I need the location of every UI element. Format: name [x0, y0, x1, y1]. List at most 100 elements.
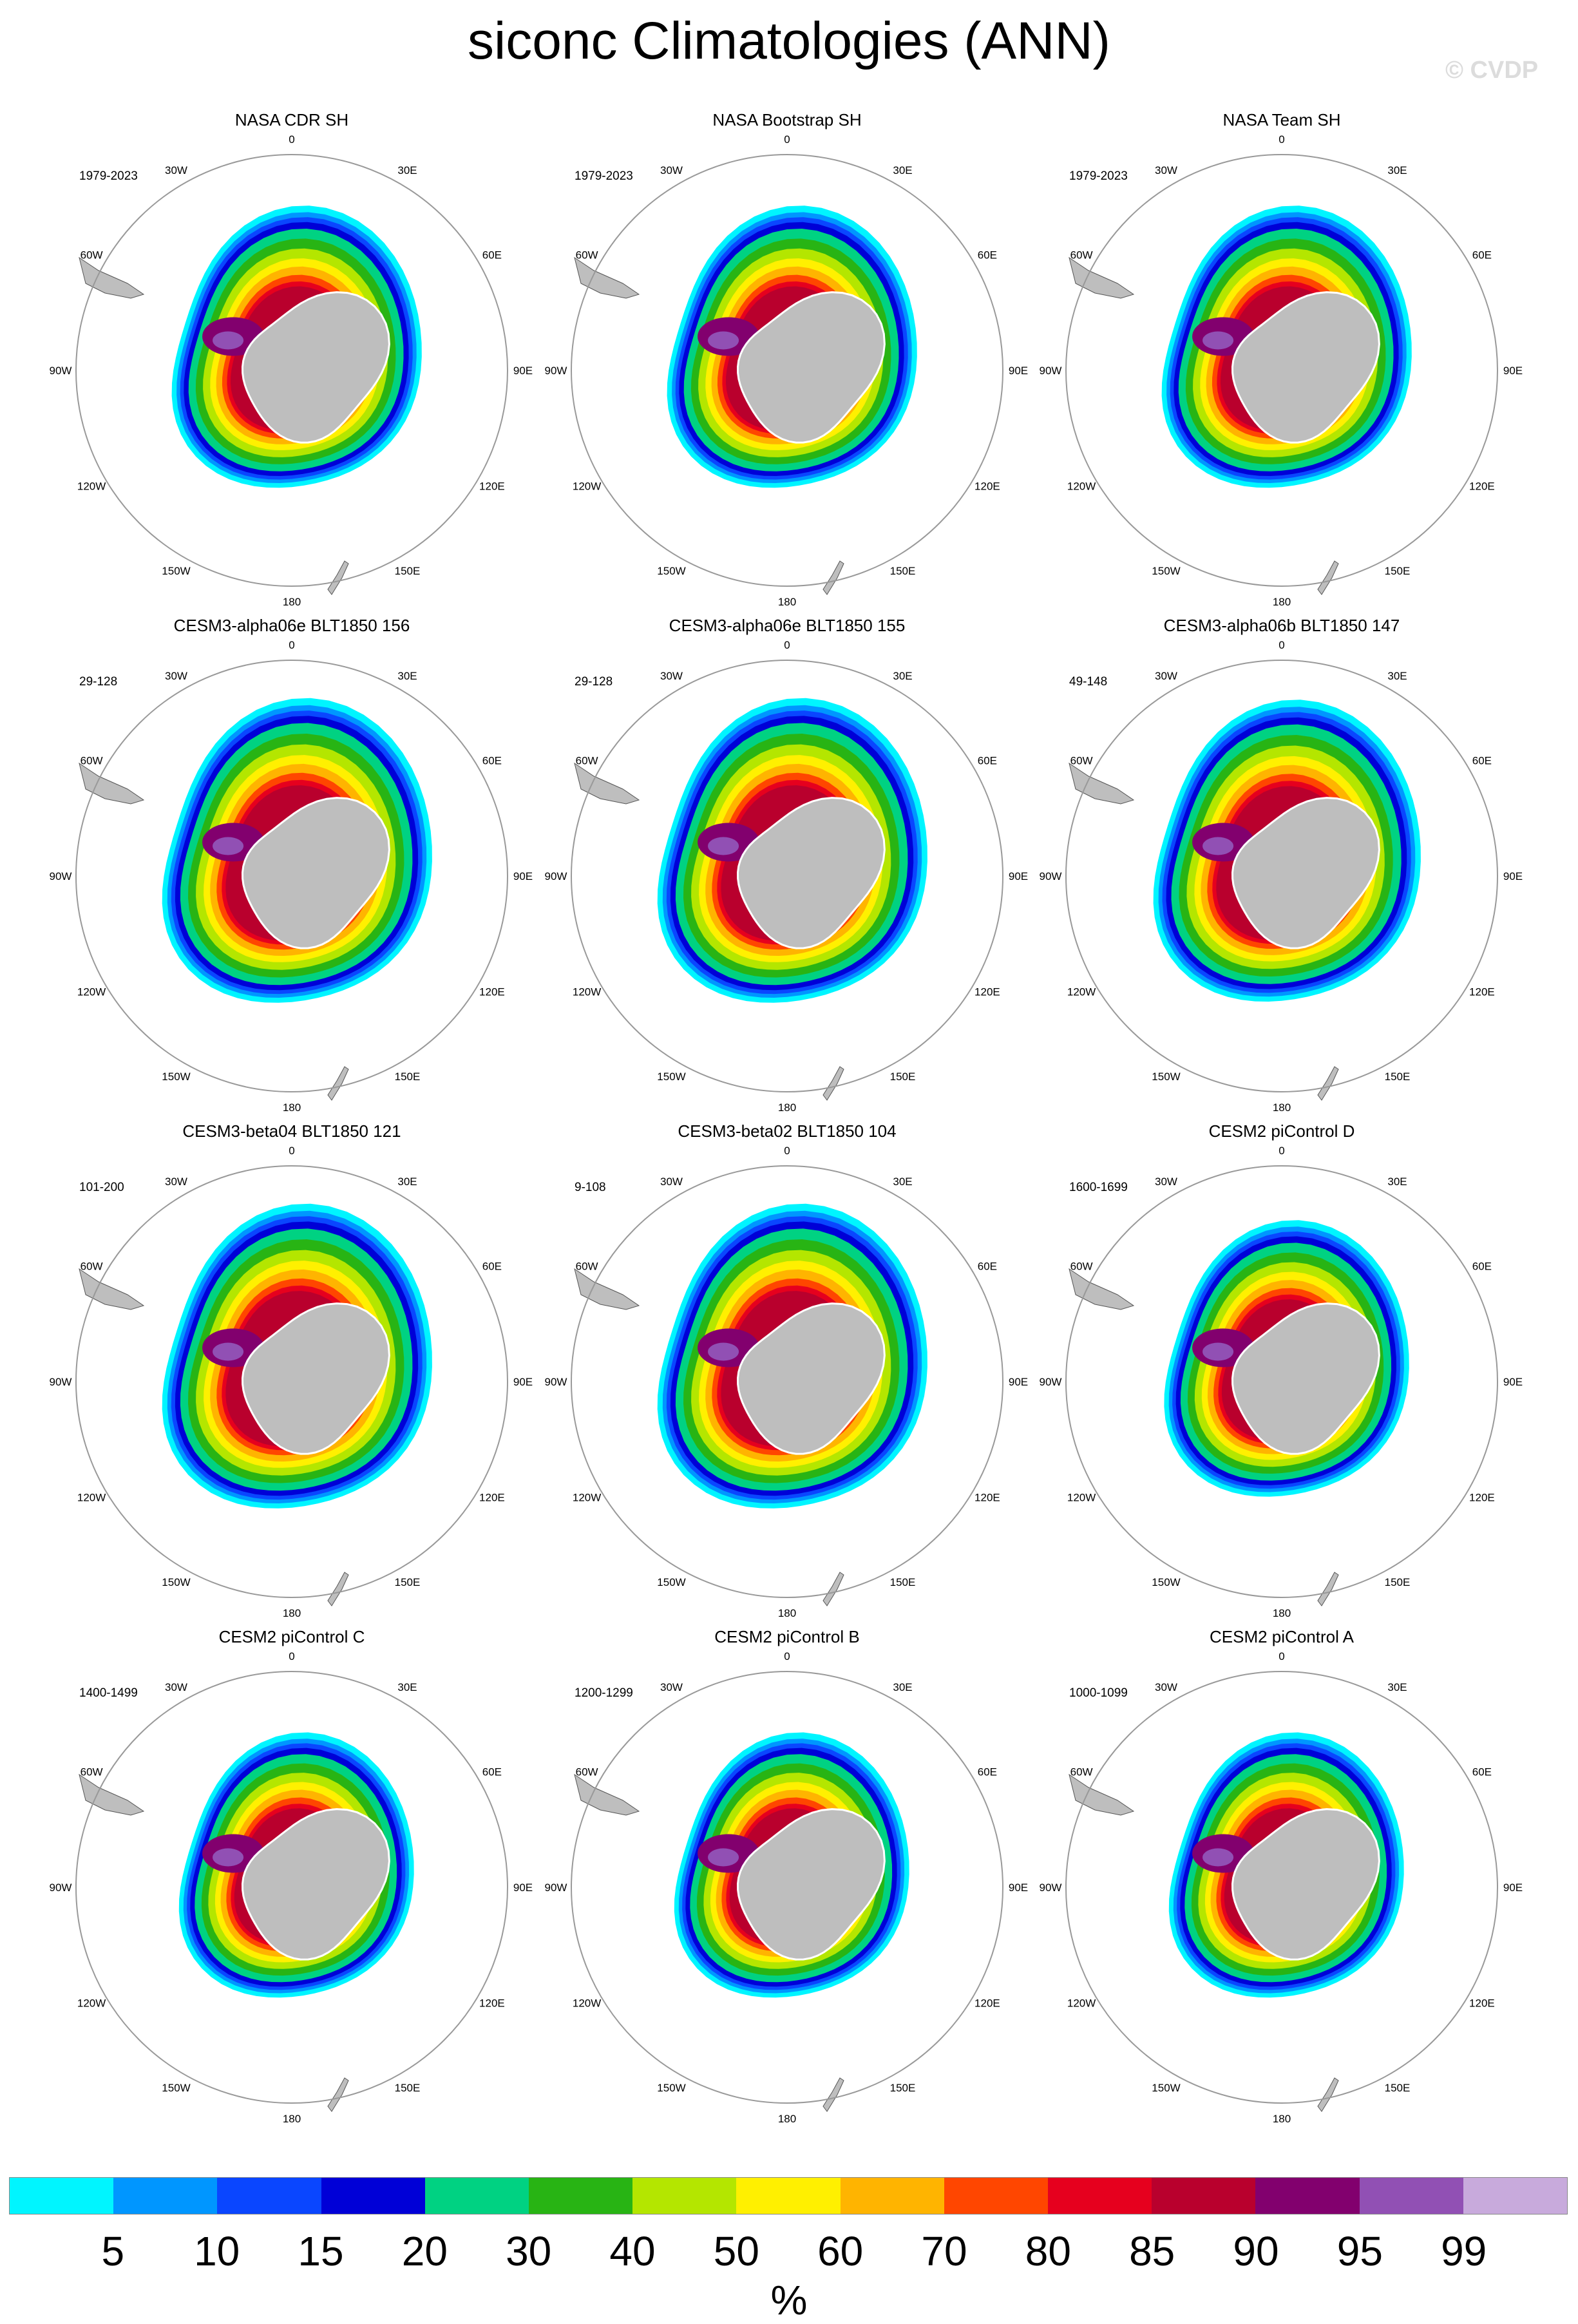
longitude-label: 60E	[978, 755, 997, 767]
longitude-label: 180	[778, 2113, 796, 2125]
longitude-label: 90E	[1503, 1376, 1523, 1388]
colorbar-tick-label: 40	[609, 2228, 656, 2274]
new-zealand-land	[327, 1066, 349, 1101]
colorbar-swatch	[632, 2178, 737, 2214]
colorbar-tick-label: 50	[713, 2228, 759, 2274]
polar-map: 0 30E 60E 90E 120E 150E 180 150W 120W 90W 60W 30W	[50, 1650, 533, 2125]
longitude-label: 0	[289, 133, 294, 146]
colorbar-swatch	[424, 2178, 529, 2214]
colorbar-swatch	[1463, 2178, 1568, 2214]
longitude-label: 0	[289, 1145, 294, 1157]
longitude-label: 60W	[576, 1766, 598, 1778]
longitude-label: 30E	[397, 1176, 417, 1188]
map-boundary-circle	[75, 1165, 508, 1598]
longitude-label: 30E	[893, 1681, 912, 1693]
longitude-label: 90W	[50, 870, 72, 882]
colorbar-tick-label: 90	[1233, 2228, 1279, 2274]
longitude-label: 120W	[77, 481, 106, 493]
polar-map: 0 30E 60E 90E 120E 150E 180 150W 120W 90W 60W 30W	[545, 1145, 1029, 1619]
longitude-label: 120E	[1469, 1492, 1495, 1504]
longitude-label: 30W	[660, 1681, 683, 1693]
polar-map: 0 30E 60E 90E 120E 150E 180 150W 120W 90W 60W 30W	[545, 133, 1029, 608]
longitude-label: 180	[1273, 2113, 1291, 2125]
new-zealand-land	[822, 2077, 844, 2112]
longitude-label: 0	[1279, 1650, 1284, 1662]
longitude-label: 60E	[978, 1261, 997, 1273]
weddell-sea-core	[708, 331, 739, 350]
weddell-sea-core	[213, 1848, 244, 1867]
weddell-sea-core	[708, 837, 739, 855]
new-zealand-land	[1317, 1066, 1339, 1101]
colorbar-swatch	[217, 2178, 321, 2214]
longitude-label: 30E	[1387, 1681, 1407, 1693]
longitude-label: 90E	[1503, 1881, 1523, 1894]
longitude-label: 180	[1273, 1607, 1291, 1619]
south-america-land	[1069, 1268, 1135, 1310]
new-zealand-land	[327, 1572, 349, 1606]
colorbar-tick-label: 95	[1336, 2228, 1383, 2274]
longitude-label: 120E	[1469, 986, 1495, 998]
longitude-label: 60W	[1070, 1766, 1093, 1778]
longitude-label: 90E	[1009, 870, 1028, 882]
longitude-label: 150W	[657, 1576, 685, 1588]
antarctica-land	[241, 291, 390, 444]
longitude-label: 120E	[974, 986, 1000, 998]
polar-map: 0 30E 60E 90E 120E 150E 180 150W 120W 90W 60W 30W	[50, 639, 533, 1114]
panel-period: 29-128	[79, 675, 118, 689]
longitude-label: 60W	[576, 1261, 598, 1273]
weddell-sea-core	[708, 1848, 739, 1867]
longitude-label: 90W	[1040, 365, 1062, 377]
antarctica-land	[241, 1808, 390, 1961]
weddell-sea-core	[1203, 837, 1234, 855]
longitude-label: 180	[778, 596, 796, 608]
longitude-label: 150E	[395, 565, 421, 577]
panel-period: 1600-1699	[1069, 1181, 1128, 1194]
colorbar-units: %	[770, 2277, 808, 2323]
south-america-land	[79, 1773, 145, 1816]
longitude-label: 180	[283, 1101, 301, 1114]
longitude-label: 150E	[1385, 1576, 1411, 1588]
panel-title: CESM2 piControl D	[1208, 1121, 1355, 1141]
longitude-label: 120W	[573, 481, 601, 493]
longitude-label: 30W	[165, 164, 187, 176]
longitude-label: 150W	[162, 1071, 190, 1083]
longitude-label: 150E	[890, 1576, 916, 1588]
longitude-label: 150W	[162, 1576, 190, 1588]
polar-map: 0 30E 60E 90E 120E 150E 180 150W 120W 90W 60W 30W	[1040, 639, 1523, 1114]
longitude-label: 60E	[1472, 1261, 1492, 1273]
longitude-label: 150W	[1152, 2082, 1180, 2094]
colorbar-swatch	[1048, 2178, 1152, 2214]
longitude-label: 150E	[1385, 565, 1411, 577]
longitude-label: 60E	[1472, 249, 1492, 262]
polar-map: 0 30E 60E 90E 120E 150E 180 150W 120W 90W 60W 30W	[1040, 1650, 1523, 2125]
colorbar-swatch	[1255, 2178, 1360, 2214]
panel-period: 29-128	[575, 675, 613, 689]
weddell-sea-core	[213, 331, 244, 350]
colorbar-tick-label: 85	[1129, 2228, 1175, 2274]
longitude-label: 90W	[50, 1881, 72, 1894]
new-zealand-land	[822, 1572, 844, 1606]
antarctica-land	[1231, 1302, 1380, 1455]
longitude-label: 150W	[657, 2082, 685, 2094]
map-boundary-circle	[571, 154, 1003, 587]
longitude-label: 60W	[81, 755, 103, 767]
south-america-land	[79, 1268, 145, 1310]
panel-period: 49-148	[1069, 675, 1108, 689]
new-zealand-land	[327, 560, 349, 595]
longitude-label: 90W	[545, 365, 567, 377]
colorbar-swatch	[840, 2178, 944, 2214]
longitude-label: 30E	[1387, 164, 1407, 176]
panel-title: CESM3-beta02 BLT1850 104	[678, 1121, 897, 1141]
south-america-land	[574, 762, 640, 805]
antarctica-land	[736, 797, 886, 949]
longitude-label: 30E	[397, 164, 417, 176]
longitude-label: 150E	[890, 565, 916, 577]
longitude-label: 180	[1273, 596, 1291, 608]
map-boundary-circle	[75, 660, 508, 1092]
longitude-label: 60E	[978, 1766, 997, 1778]
colorbar-tick-label: 30	[506, 2228, 552, 2274]
longitude-label: 0	[784, 1650, 790, 1662]
weddell-sea-core	[1203, 1342, 1234, 1361]
longitude-label: 30W	[1155, 670, 1177, 682]
longitude-label: 120E	[1469, 481, 1495, 493]
